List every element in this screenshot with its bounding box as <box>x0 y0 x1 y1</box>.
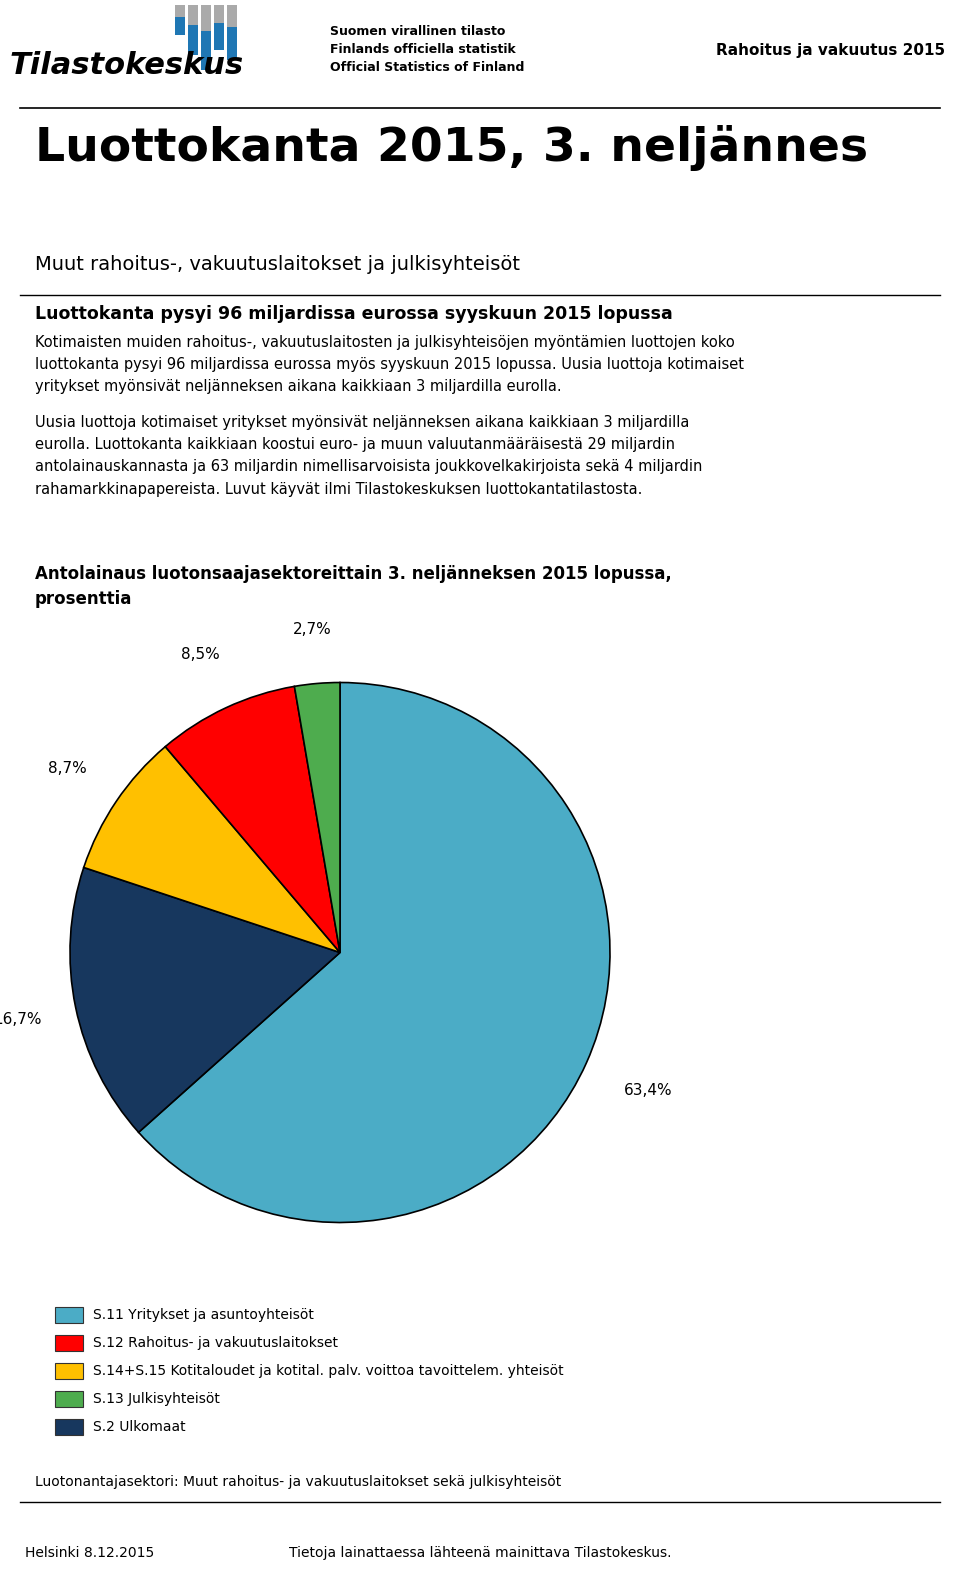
Bar <box>55 1363 83 1379</box>
Text: Muut rahoitus-, vakuutuslaitokset ja julkisyhteisöt: Muut rahoitus-, vakuutuslaitokset ja jul… <box>35 255 520 274</box>
Bar <box>55 1336 83 1352</box>
Text: Luottokanta 2015, 3. neljännes: Luottokanta 2015, 3. neljännes <box>35 126 868 170</box>
Bar <box>55 1418 83 1434</box>
Text: 63,4%: 63,4% <box>624 1083 672 1098</box>
Bar <box>55 1391 83 1407</box>
Wedge shape <box>138 683 610 1223</box>
Bar <box>201 30 211 70</box>
Wedge shape <box>165 686 340 952</box>
Bar <box>214 22 224 49</box>
Text: Luottokanta pysyi 96 miljardissa eurossa syyskuun 2015 lopussa: Luottokanta pysyi 96 miljardissa eurossa… <box>35 306 673 323</box>
Text: Antolainaus luotonsaajasektoreittain 3. neljänneksen 2015 lopussa,: Antolainaus luotonsaajasektoreittain 3. … <box>35 565 672 583</box>
Text: Suomen virallinen tilasto: Suomen virallinen tilasto <box>330 25 505 38</box>
Bar <box>175 18 185 35</box>
Text: S.12 Rahoitus- ja vakuutuslaitokset: S.12 Rahoitus- ja vakuutuslaitokset <box>93 1336 338 1350</box>
Text: S.2 Ulkomaat: S.2 Ulkomaat <box>93 1420 185 1434</box>
Text: S.11 Yritykset ja asuntoyhteisöt: S.11 Yritykset ja asuntoyhteisöt <box>93 1309 314 1321</box>
Bar <box>55 1307 83 1323</box>
Bar <box>201 5 211 30</box>
Text: Kotimaisten muiden rahoitus-, vakuutuslaitosten ja julkisyhteisöjen myöntämien l: Kotimaisten muiden rahoitus-, vakuutusla… <box>35 334 744 395</box>
Wedge shape <box>295 683 340 952</box>
Wedge shape <box>70 868 340 1132</box>
Text: Luotonantajasektori: Muut rahoitus- ja vakuutuslaitokset sekä julkisyhteisöt: Luotonantajasektori: Muut rahoitus- ja v… <box>35 1476 562 1489</box>
Bar <box>227 27 237 60</box>
Text: Rahoitus ja vakuutus 2015: Rahoitus ja vakuutus 2015 <box>716 43 945 57</box>
Text: prosenttia: prosenttia <box>35 591 132 608</box>
Text: Tietoja lainattaessa lähteenä mainittava Tilastokeskus.: Tietoja lainattaessa lähteenä mainittava… <box>289 1546 671 1560</box>
Bar <box>188 5 198 25</box>
Bar <box>214 5 224 22</box>
Text: Helsinki 8.12.2015: Helsinki 8.12.2015 <box>25 1546 155 1560</box>
Text: Tilastokeskus: Tilastokeskus <box>10 51 244 80</box>
Text: S.14+S.15 Kotitaloudet ja kotital. palv. voittoa tavoittelem. yhteisöt: S.14+S.15 Kotitaloudet ja kotital. palv.… <box>93 1364 564 1379</box>
Text: 8,7%: 8,7% <box>48 761 86 775</box>
Text: Finlands officiella statistik: Finlands officiella statistik <box>330 43 516 56</box>
Text: Uusia luottoja kotimaiset yritykset myönsivät neljänneksen aikana kaikkiaan 3 mi: Uusia luottoja kotimaiset yritykset myön… <box>35 416 703 497</box>
Text: 2,7%: 2,7% <box>293 622 332 637</box>
Text: 8,5%: 8,5% <box>181 646 220 662</box>
Bar <box>188 25 198 56</box>
Text: Official Statistics of Finland: Official Statistics of Finland <box>330 60 524 73</box>
Text: S.13 Julkisyhteisöt: S.13 Julkisyhteisöt <box>93 1391 220 1406</box>
Bar <box>227 5 237 27</box>
Wedge shape <box>84 747 340 952</box>
Bar <box>175 5 185 18</box>
Text: 16,7%: 16,7% <box>0 1013 41 1027</box>
